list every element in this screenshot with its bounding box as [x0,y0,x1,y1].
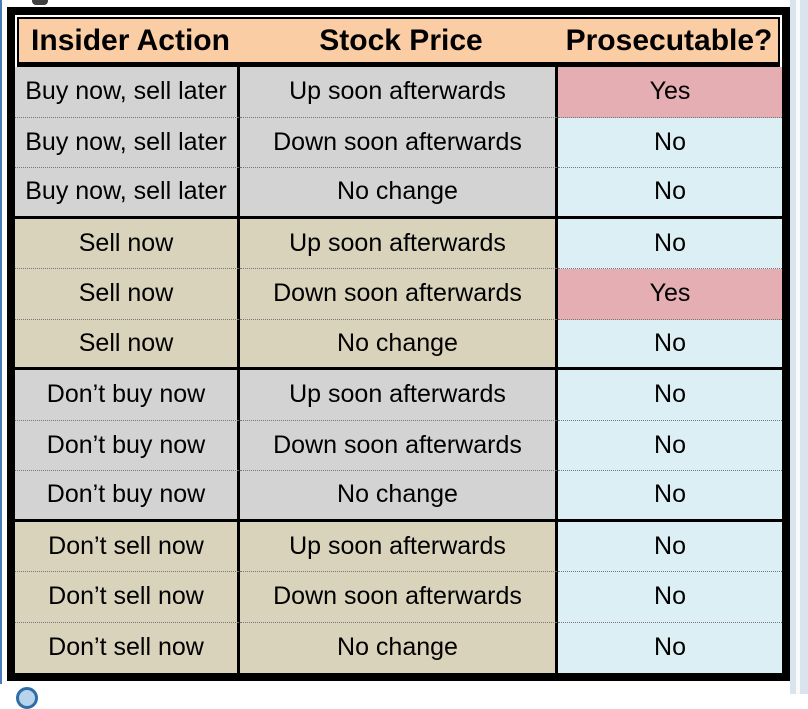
stock-price-cell: Down soon afterwards [240,269,558,320]
table-row: Buy now, sell later Up soon afterwards Y… [15,67,782,118]
action-cell: Sell now [15,218,240,269]
table-row: Don’t buy now Up soon afterwards No [15,370,782,421]
prosecutable-cell: No [558,218,782,269]
prosecutable-cell: No [558,471,782,522]
prosecutable-cell: No [558,572,782,623]
stock-price-cell: Up soon afterwards [240,218,558,269]
prosecutable-cell: Yes [558,67,782,118]
stock-price-cell: No change [240,319,558,370]
table-row: Don’t sell now No change No [15,622,782,673]
action-cell: Don’t sell now [15,622,240,673]
table-row: Don’t sell now Up soon afterwards No [15,521,782,572]
prosecutable-cell: No [558,370,782,421]
circle-badge-icon[interactable] [16,687,38,709]
prosecutable-cell: No [558,117,782,168]
stock-price-cell: No change [240,168,558,219]
table-row: Don’t buy now No change No [15,471,782,522]
table-row: Sell now Up soon afterwards No [15,218,782,269]
table-body: Buy now, sell later Up soon afterwards Y… [15,67,782,673]
insider-trading-table: Insider Action Stock Price Prosecutable?… [7,7,790,681]
header-stock-price: Stock Price [319,23,483,57]
action-cell: Buy now, sell later [15,67,240,118]
table-row: Buy now, sell later No change No [15,168,782,219]
table-row: Don’t sell now Down soon afterwards No [15,572,782,623]
stock-price-cell: No change [240,622,558,673]
prosecutable-cell: No [558,622,782,673]
action-cell: Sell now [15,269,240,320]
table-row: Sell now No change No [15,319,782,370]
action-cell: Sell now [15,319,240,370]
cropped-text-fragment [32,0,48,5]
header-prosecutable: Prosecutable? [565,23,773,57]
table-row: Sell now Down soon afterwards Yes [15,269,782,320]
table-header-row: Insider Action Stock Price Prosecutable? [17,17,780,67]
action-cell: Don’t buy now [15,471,240,522]
stock-price-cell: Down soon afterwards [240,572,558,623]
action-cell: Don’t sell now [15,572,240,623]
prosecutable-cell: No [558,319,782,370]
page-edge-stripe [796,0,800,694]
prosecutable-cell: No [558,521,782,572]
action-cell: Don’t buy now [15,370,240,421]
prosecutable-cell: No [558,420,782,471]
table-row: Don’t buy now Down soon afterwards No [15,420,782,471]
stock-price-cell: Up soon afterwards [240,67,558,118]
prosecutable-cell: No [558,168,782,219]
action-cell: Don’t sell now [15,521,240,572]
stock-price-cell: Down soon afterwards [240,420,558,471]
stock-price-cell: Up soon afterwards [240,370,558,421]
action-cell: Don’t buy now [15,420,240,471]
stock-price-cell: Down soon afterwards [240,117,558,168]
action-cell: Buy now, sell later [15,168,240,219]
action-cell: Buy now, sell later [15,117,240,168]
page-left-edge-line [0,0,2,684]
stock-price-cell: No change [240,471,558,522]
stock-price-cell: Up soon afterwards [240,521,558,572]
table-row: Buy now, sell later Down soon afterwards… [15,117,782,168]
header-insider-action: Insider Action [31,23,230,57]
prosecutable-cell: Yes [558,269,782,320]
